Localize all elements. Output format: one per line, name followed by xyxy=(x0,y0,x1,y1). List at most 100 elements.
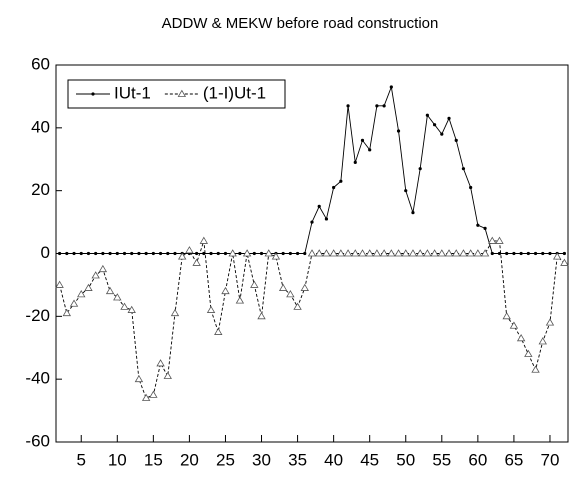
data-point xyxy=(98,264,108,273)
data-point xyxy=(163,371,172,379)
data-point xyxy=(122,251,127,256)
data-point xyxy=(84,283,93,291)
y-tick-label: -60 xyxy=(25,431,50,450)
data-point xyxy=(149,390,158,398)
data-point xyxy=(329,249,338,257)
data-point xyxy=(120,302,129,310)
data-point xyxy=(130,251,134,256)
data-point xyxy=(151,251,155,256)
y-tick-label: 60 xyxy=(31,54,50,73)
data-point xyxy=(141,393,151,401)
data-point xyxy=(408,249,418,257)
y-tick-label: -20 xyxy=(25,306,50,325)
data-point xyxy=(339,179,343,183)
data-point xyxy=(562,251,566,256)
data-point xyxy=(444,249,454,257)
data-point xyxy=(437,249,446,257)
data-point xyxy=(432,123,437,127)
data-point xyxy=(293,302,302,310)
chart-title: ADDW & MEKW before road construction xyxy=(162,15,439,32)
data-point xyxy=(524,349,533,357)
data-point xyxy=(310,220,314,224)
data-point xyxy=(69,299,79,307)
data-point xyxy=(77,290,86,298)
data-point xyxy=(541,251,545,256)
data-point xyxy=(343,249,353,257)
data-point xyxy=(94,251,98,256)
data-point xyxy=(495,236,504,244)
x-tick-label: 5 xyxy=(77,450,86,469)
data-point xyxy=(195,251,199,256)
data-point xyxy=(278,283,288,291)
x-tick-label: 25 xyxy=(216,450,235,469)
data-point xyxy=(396,129,401,133)
data-point xyxy=(91,271,100,279)
x-tick-label: 20 xyxy=(180,450,199,469)
x-tick-label: 30 xyxy=(252,450,271,469)
data-point xyxy=(533,251,538,256)
data-point xyxy=(389,85,393,89)
x-tick-label: 10 xyxy=(108,450,127,469)
data-point xyxy=(62,308,72,317)
data-point xyxy=(440,132,444,136)
data-point xyxy=(300,283,309,291)
data-point xyxy=(353,160,357,164)
data-point xyxy=(516,334,526,342)
data-point xyxy=(228,249,237,257)
data-point xyxy=(158,251,163,256)
data-point xyxy=(105,286,115,295)
data-point xyxy=(271,252,281,260)
data-point xyxy=(509,321,519,329)
data-point xyxy=(235,296,245,304)
series-line xyxy=(59,85,565,254)
data-point xyxy=(192,258,201,266)
data-point xyxy=(288,251,292,256)
y-tick-label: -40 xyxy=(25,369,50,388)
data-point xyxy=(134,374,144,383)
data-point xyxy=(459,249,468,257)
data-point xyxy=(360,138,365,142)
data-point xyxy=(156,359,165,367)
data-point xyxy=(401,249,410,257)
data-point xyxy=(473,249,483,257)
data-point xyxy=(531,365,540,373)
x-tick-label: 50 xyxy=(396,450,415,469)
data-point xyxy=(264,249,273,257)
data-point xyxy=(216,251,220,256)
y-tick-label: 20 xyxy=(31,180,50,199)
data-point xyxy=(55,280,64,288)
data-point xyxy=(221,286,230,295)
data-point xyxy=(173,251,177,256)
data-point xyxy=(447,116,451,121)
data-point xyxy=(332,185,336,190)
data-point xyxy=(101,251,105,256)
data-point xyxy=(281,251,285,256)
data-point xyxy=(199,236,209,244)
x-tick-label: 55 xyxy=(432,450,451,469)
series-line xyxy=(59,240,565,399)
data-point xyxy=(526,251,530,256)
x-tick-label: 40 xyxy=(324,450,343,469)
data-point xyxy=(303,251,307,256)
data-point xyxy=(476,223,480,227)
data-point xyxy=(372,249,382,257)
data-point xyxy=(257,312,266,320)
x-tick-label: 35 xyxy=(288,450,307,469)
data-point xyxy=(336,249,346,257)
data-point xyxy=(127,305,136,313)
data-point xyxy=(315,249,324,257)
data-point xyxy=(415,249,425,257)
data-point xyxy=(79,251,83,256)
data-point xyxy=(452,249,461,257)
x-tick-label: 15 xyxy=(144,450,163,469)
data-point xyxy=(295,251,300,256)
data-point xyxy=(502,312,511,320)
data-point xyxy=(185,246,194,254)
data-point xyxy=(144,251,148,256)
data-point xyxy=(430,249,439,257)
data-point xyxy=(423,249,432,257)
data-point xyxy=(108,251,112,256)
x-tick-label: 70 xyxy=(541,450,560,469)
data-point xyxy=(286,290,295,298)
